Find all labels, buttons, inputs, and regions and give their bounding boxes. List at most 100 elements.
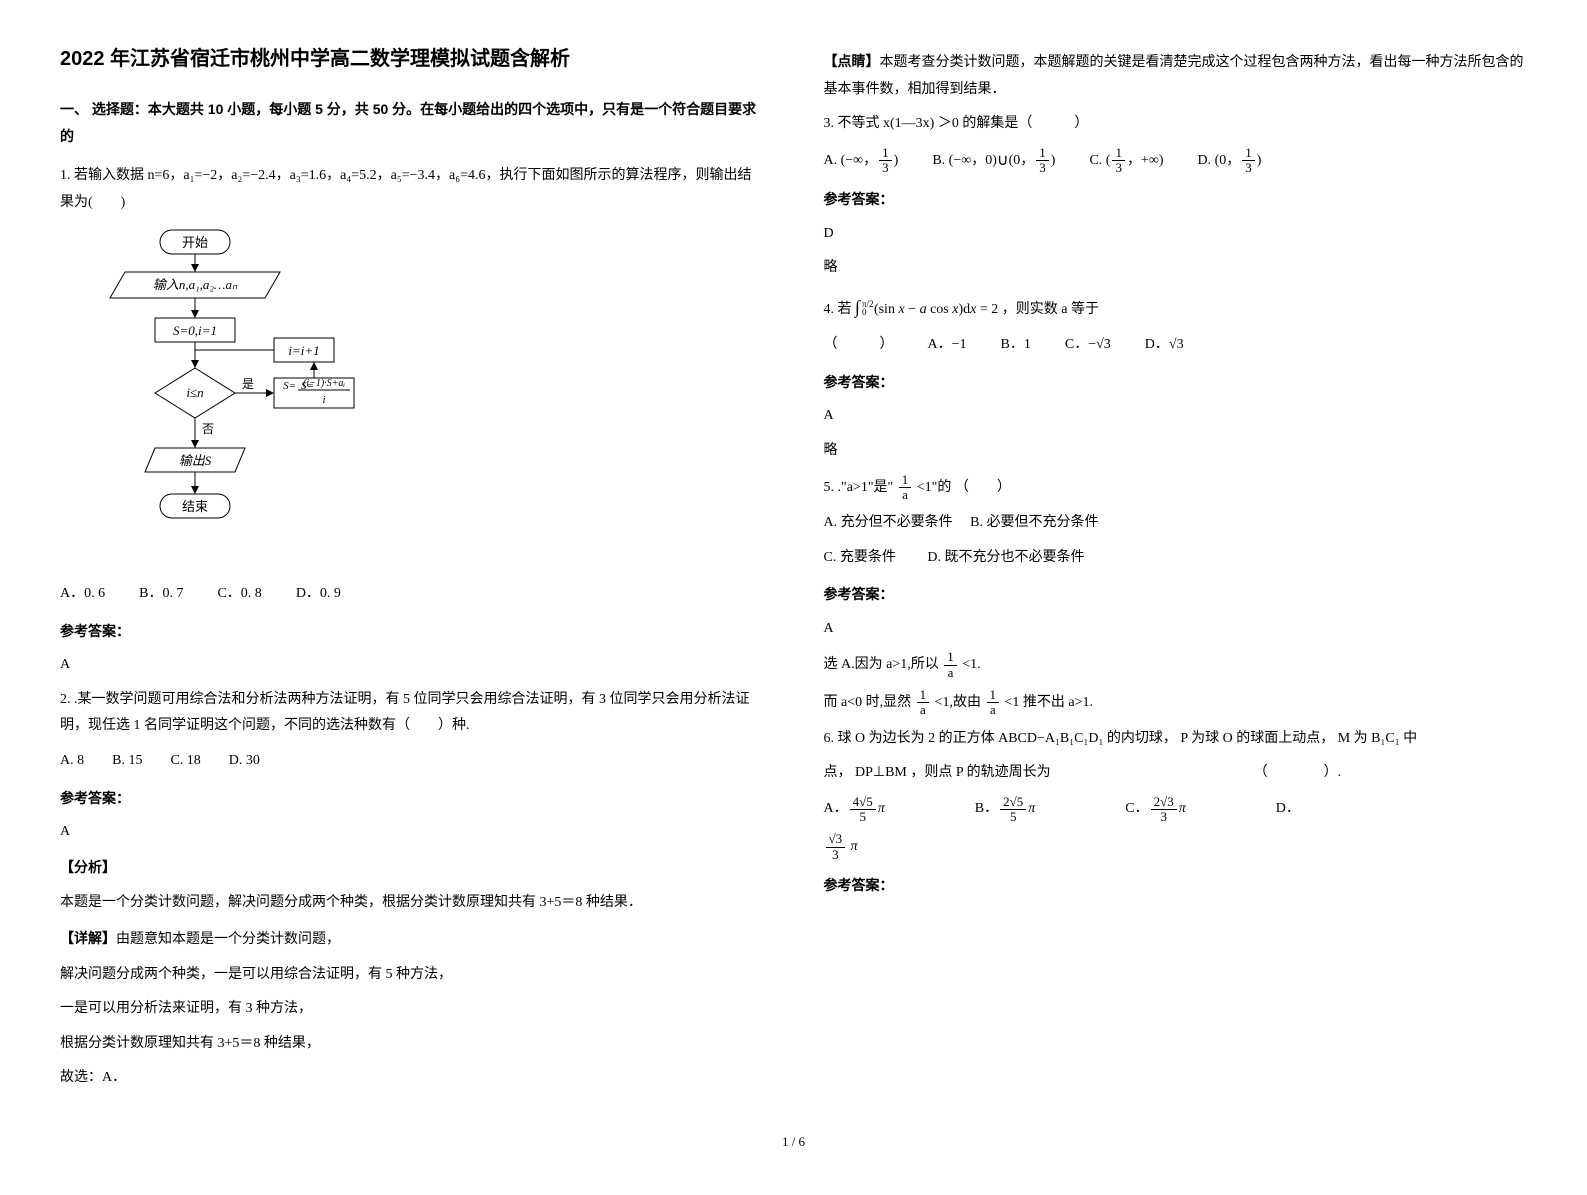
- frac-den: 3: [879, 161, 892, 175]
- flow-inc: i=i+1: [288, 343, 319, 358]
- q2-analysis-label: 【分析】: [60, 859, 116, 875]
- q3-ans: D: [824, 221, 1528, 248]
- flow-assign-num: (i−1)·S+aᵢ: [303, 378, 345, 389]
- q5-exp2-suf: <1 推不出 a>1.: [1005, 695, 1094, 710]
- q3-optC-suf: ，+∞): [1127, 148, 1164, 175]
- frac-num: 1: [944, 650, 957, 665]
- q1-options: A．0. 6 B．0. 7 C．0. 8 D．0. 9: [60, 581, 764, 608]
- frac-den: 3: [1242, 161, 1255, 175]
- q3-optA-pre: A. (−∞，: [824, 148, 878, 175]
- q4-ans-label: 参考答案：: [824, 369, 1528, 396]
- q2-ans: A: [60, 819, 764, 846]
- q5-stem-pre: 5. ."a>1"是": [824, 480, 894, 495]
- union-icon: ∪: [997, 146, 1009, 176]
- q6-stem2: 点， DP⊥BM ，则点 P 的轨迹周长为 （ ）.: [824, 760, 1528, 787]
- paren: ): [894, 148, 899, 175]
- q1-optA: A．0. 6: [60, 581, 105, 608]
- q5-exp1-pre: 选 A.因为 a>1,所以: [824, 658, 943, 673]
- q3-optB-pre: B. (−∞，0): [932, 148, 997, 175]
- frac-num: 4√5: [850, 795, 876, 810]
- frac-den: 3: [829, 848, 842, 862]
- flow-out: 输出S: [179, 453, 212, 468]
- q3-ans-label: 参考答案：: [824, 186, 1528, 213]
- q5-optC: C. 充要条件: [824, 550, 896, 565]
- frac-num: 1: [879, 146, 892, 161]
- frac-den: a: [917, 703, 929, 717]
- flow-init: S=0,i=1: [173, 323, 217, 338]
- q5-optB: B. 必要但不充分条件: [970, 515, 1098, 530]
- q5-exp2: 而 a<0 时,显然 1a <1,故由 1a <1 推不出 a>1.: [824, 688, 1528, 718]
- q6-stem1: 6. 球 O 为边长为 2 的正方体 ABCD−A₁B₁C₁D₁ 的内切球， P…: [824, 726, 1528, 753]
- q3-optB: B. (−∞，0) ∪ (0， 13 ): [932, 146, 1055, 176]
- q1-ans-label: 参考答案：: [60, 618, 764, 645]
- q5-optsCD: C. 充要条件 D. 既不充分也不必要条件: [824, 545, 1528, 572]
- pi-icon: π: [851, 839, 858, 854]
- flow-input: 输入n,a₁,a₂…aₙ: [153, 277, 238, 292]
- q1-optD: D．0. 9: [296, 581, 341, 608]
- flow-assign-den: i: [322, 394, 325, 406]
- frac-den: a: [899, 488, 911, 502]
- q5-stem: 5. ."a>1"是" 1a <1"的 （ ）: [824, 473, 1528, 503]
- q2-opts: A. 8 B. 15 C. 18 D. 30: [60, 748, 764, 775]
- flow-no: 否: [202, 422, 214, 436]
- q5-exp1: 选 A.因为 a>1,所以 1a <1.: [824, 650, 1528, 680]
- frac-num: 1: [1242, 146, 1255, 161]
- q4-stem-pre: 4. 若: [824, 302, 856, 317]
- frac-num: √3: [826, 832, 846, 847]
- pi-icon: π: [1028, 796, 1035, 823]
- q6-labA: A．: [824, 796, 848, 823]
- q6-options: A． 4√55 π B． 2√55 π C． 2√33 π D．: [824, 795, 1528, 825]
- q6-optD-label: D．: [1276, 796, 1300, 823]
- q4-optB: B．1: [1001, 332, 1031, 359]
- q4-optC: C．−√3: [1065, 332, 1111, 359]
- q6-labB: B．: [975, 796, 998, 823]
- q1-stem: 1. 若输入数据 n=6，a₁=−2，a₂=−2.4，a₃=1.6，a₄=5.2…: [60, 163, 764, 216]
- q5-optsAB: A. 充分但不必要条件 B. 必要但不充分条件: [824, 510, 1528, 537]
- frac-num: 2√3: [1151, 795, 1177, 810]
- q2-detail3: 一是可以用分析法来证明，有 3 种方法，: [60, 996, 764, 1023]
- q5-stem-suf: <1"的 （ ）: [917, 480, 1011, 495]
- q4-stem-suf: ，则实数 a 等于: [1002, 302, 1099, 317]
- q2-detail-label: 【详解】: [60, 930, 116, 946]
- q3-optB-mid: (0，: [1009, 148, 1035, 175]
- q2-comment-label: 【点睛】: [824, 53, 880, 69]
- q3-stem: 3. 不等式 x(1—3x) ＞0 的解集是（ ）: [824, 111, 1528, 138]
- q1-optB: B．0. 7: [139, 581, 183, 608]
- q1-ans: A: [60, 652, 764, 679]
- q6-optA: A． 4√55 π: [824, 795, 885, 825]
- frac-num: 1: [1112, 146, 1125, 161]
- q5-ans: A: [824, 616, 1528, 643]
- flow-start: 开始: [182, 235, 208, 250]
- q3-optD: D. (0， 13 ): [1197, 146, 1261, 176]
- q3-optD-pre: D. (0，: [1197, 148, 1240, 175]
- q6-optC: C． 2√33 π: [1125, 795, 1186, 825]
- q5-exp2-mid: <1,故由: [935, 695, 985, 710]
- paren: ): [1051, 148, 1056, 175]
- frac-num: 1: [917, 688, 930, 703]
- q2-detail4: 根据分类计数原理知共有 3+5＝8 种结果，: [60, 1031, 764, 1058]
- q5-exp1-suf: <1.: [962, 658, 980, 673]
- q5-ans-label: 参考答案：: [824, 581, 1528, 608]
- page-footer: 1 / 6: [60, 1130, 1527, 1155]
- q3-options: A. (−∞， 13 ) B. (−∞，0) ∪ (0， 13 ) C. ( 1…: [824, 146, 1528, 176]
- frac-den: 3: [1036, 161, 1049, 175]
- frac-den: 5: [856, 810, 869, 824]
- frac-num: 1: [987, 688, 1000, 703]
- section-1-header: 一、 选择题：本大题共 10 小题，每小题 5 分，共 50 分。在每小题给出的…: [60, 96, 764, 149]
- right-column: 【点睛】本题考查分类计数问题，本题解题的关键是看清楚完成这个过程包含两种方法，看…: [824, 40, 1528, 1100]
- svg-text:S=: S=: [283, 380, 296, 392]
- pi-icon: π: [1179, 796, 1186, 823]
- q4-blank: （ ）: [824, 332, 894, 359]
- q3-brief: 略: [824, 255, 1528, 282]
- q6-optD: √33 π: [824, 832, 1528, 862]
- frac-den: 3: [1112, 161, 1125, 175]
- paren: ): [1257, 148, 1262, 175]
- frac-num: 1: [1036, 146, 1049, 161]
- flow-end: 结束: [182, 499, 208, 514]
- q4-stem: 4. 若 ∫π/20 (sin x − a cos x)dx = 2 ，则实数 …: [824, 290, 1528, 324]
- q2-ans-label: 参考答案：: [60, 785, 764, 812]
- q6-optB: B． 2√55 π: [975, 795, 1036, 825]
- q4-options: （ ） A．−1 B．1 C．−√3 D．√3: [824, 332, 1528, 359]
- q2-detail1: 由题意知本题是一个分类计数问题，: [116, 932, 340, 947]
- q1-optC: C．0. 8: [217, 581, 261, 608]
